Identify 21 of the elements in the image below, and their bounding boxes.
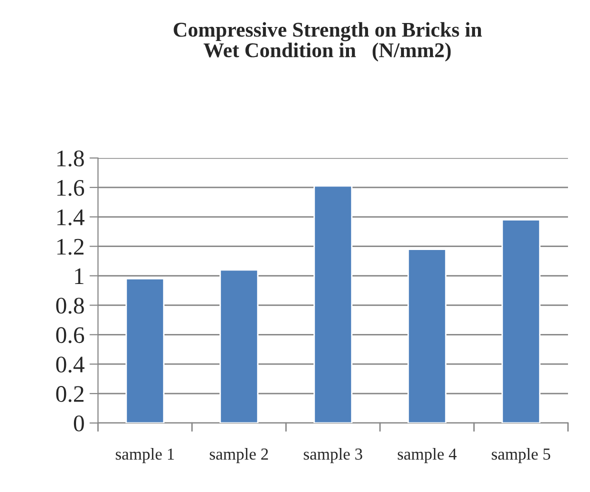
- x-tick-label: sample 2: [210, 448, 268, 464]
- y-tick-label: 1: [75, 268, 84, 284]
- y-tick-label: 0.2: [56, 386, 84, 402]
- y-tick-label: 0.6: [56, 327, 84, 344]
- y-tick-label: 0.4: [56, 356, 84, 373]
- x-tick-label: sample 5: [492, 448, 550, 464]
- y-tick-label: 1.6: [57, 180, 84, 196]
- bar: [314, 185, 352, 423]
- x-tick-label: sample 4: [398, 448, 457, 464]
- y-tick-label: 1.8: [57, 150, 84, 167]
- bar: [502, 219, 540, 423]
- bar: [126, 278, 164, 423]
- x-tick-label: sample 3: [304, 448, 362, 464]
- bar: [220, 269, 258, 423]
- x-tick-label: sample 1: [116, 448, 174, 464]
- chart-title: Compressive Strength on Bricks in Wet Condition in (N/mm2): [174, 22, 482, 62]
- bar: [408, 248, 446, 423]
- y-tick-label: 1.4: [57, 209, 84, 226]
- y-tick-label: 0: [74, 415, 84, 432]
- y-tick-label: 1.2: [57, 238, 84, 255]
- y-tick-label: 0.8: [56, 298, 84, 314]
